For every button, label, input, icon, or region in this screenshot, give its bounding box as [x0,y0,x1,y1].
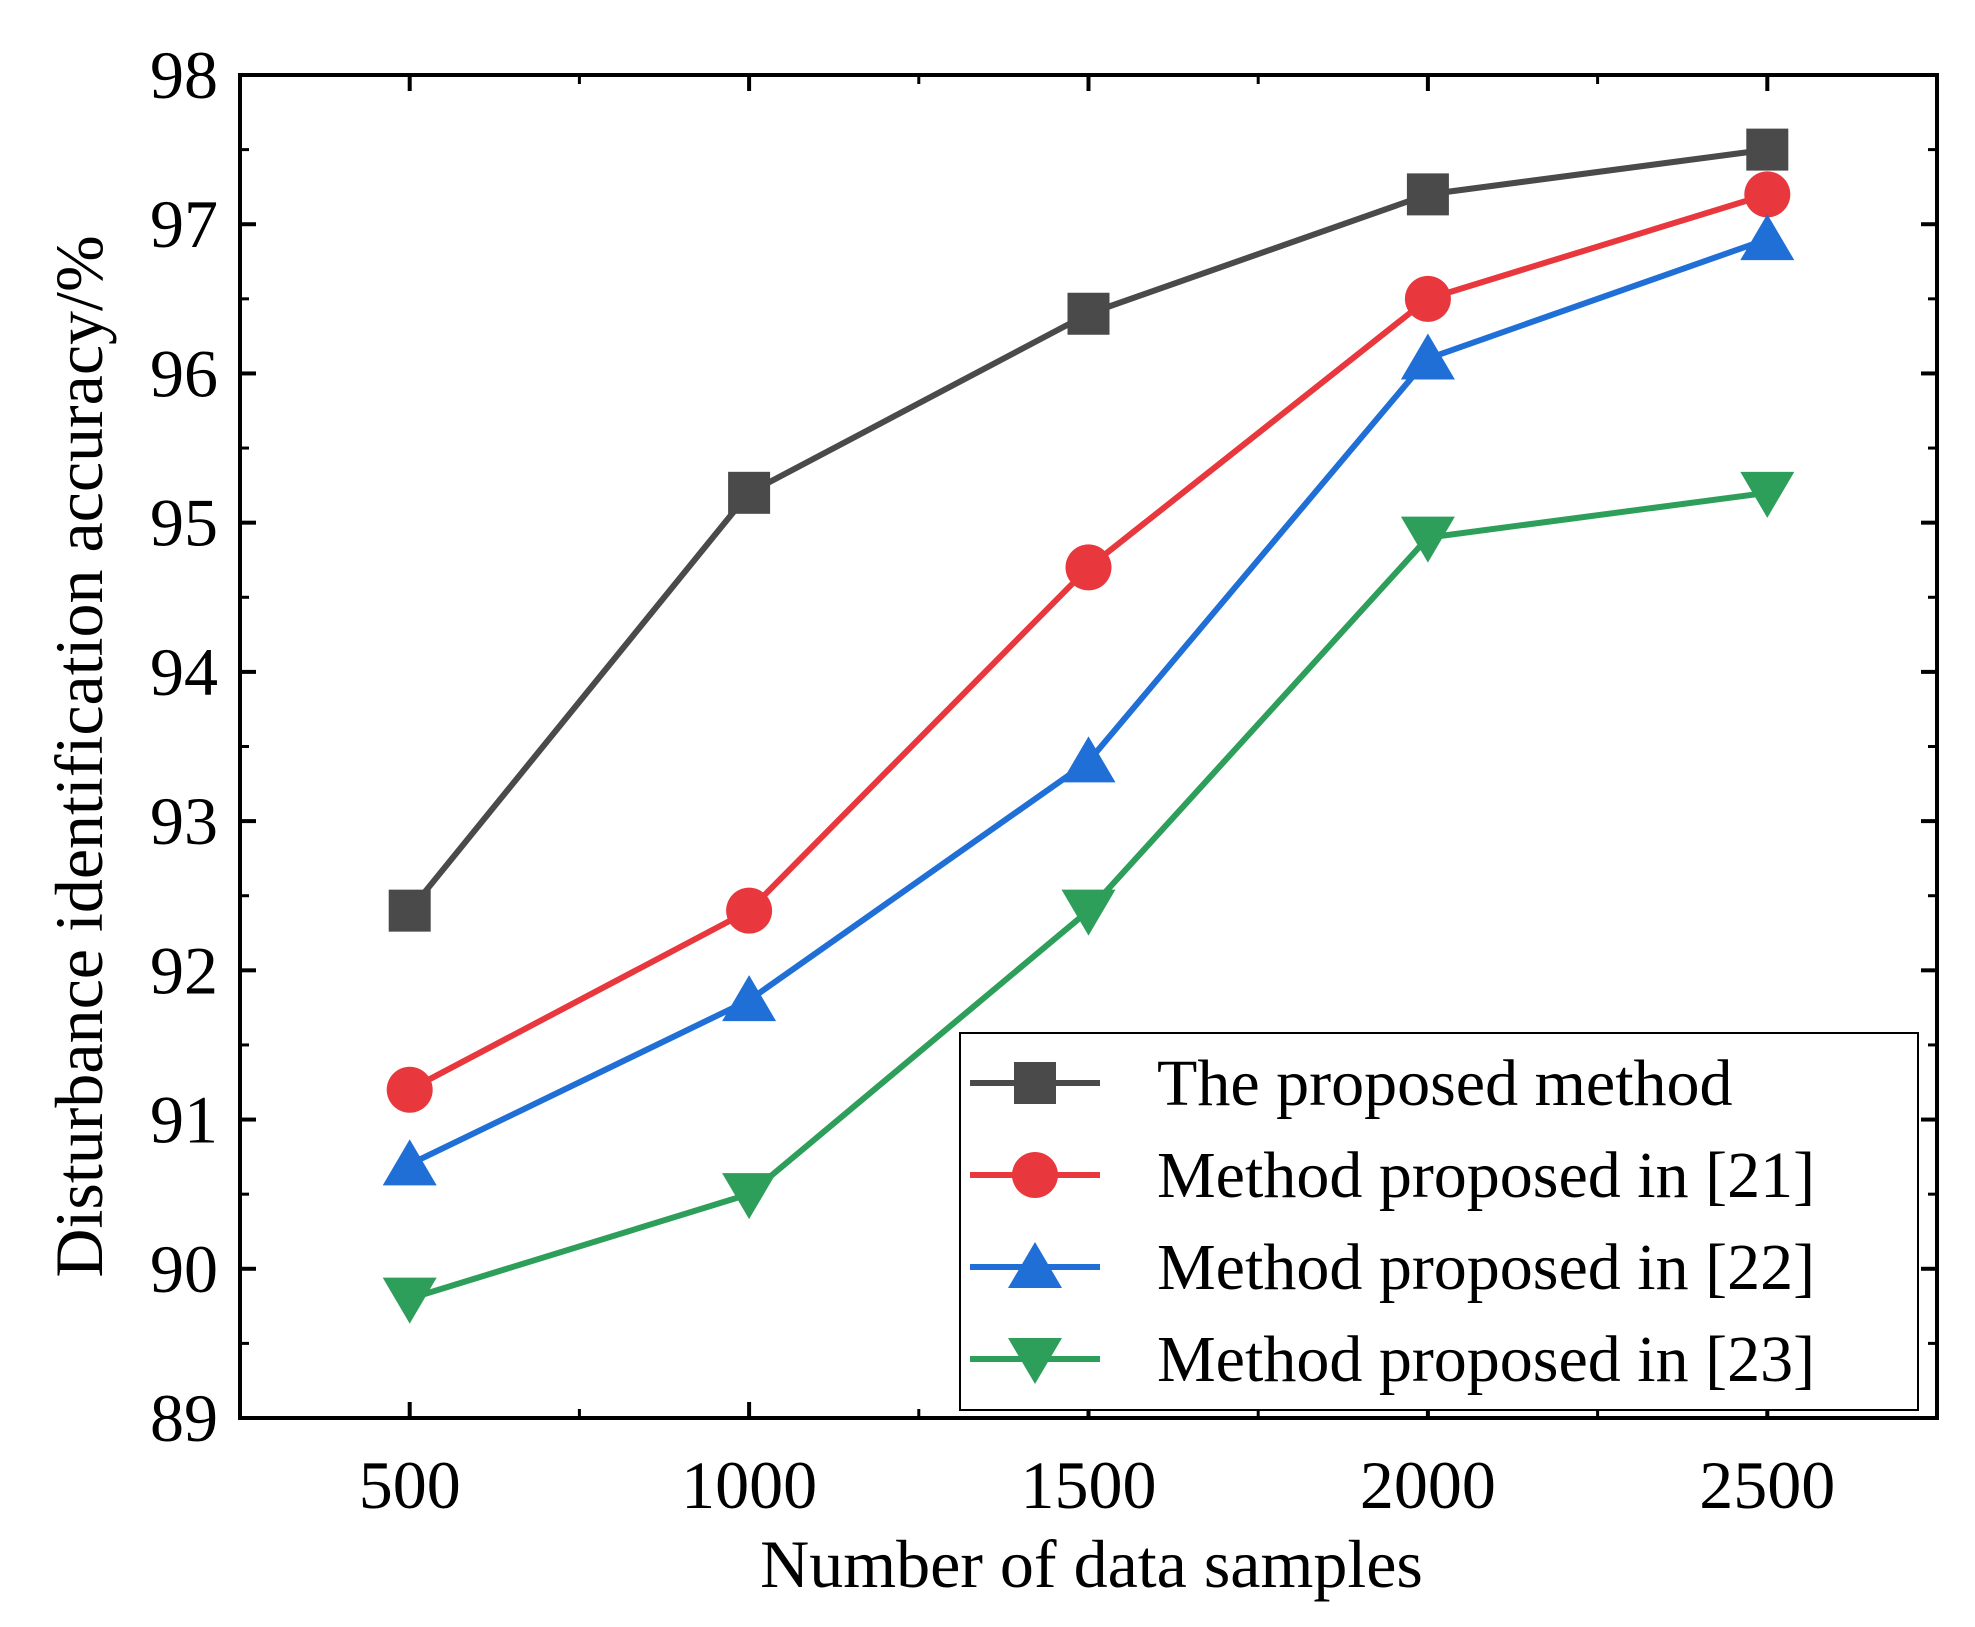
legend: The proposed method Method proposed in [2… [959,1032,1919,1411]
x-tick-label: 1500 [1021,1447,1157,1523]
y-tick-label: 97 [150,186,218,262]
legend-marker-3 [1008,1338,1062,1384]
data-point-s0-0 [388,889,431,932]
y-axis-title: Disturbance identification accuracy/% [41,235,117,1277]
plot-layer [382,128,1795,1324]
data-point-s0-1 [728,471,771,514]
data-point-s2-3 [1400,333,1455,380]
legend-box [959,1032,1919,1411]
legend-marker-0 [1014,1062,1056,1104]
y-tick-label: 94 [150,634,218,710]
data-point-s0-3 [1406,173,1449,216]
legend-label-1: Method proposed in [21] [1157,1139,1815,1212]
data-point-s2-0 [382,1139,437,1186]
y-tick-label: 91 [150,1082,218,1158]
data-point-s0-2 [1067,292,1110,335]
y-tick-label: 98 [150,37,218,113]
data-point-s3-3 [1400,516,1455,563]
data-point-s2-1 [722,975,777,1022]
series-line-0 [407,146,1768,913]
x-axis-title: Number of data samples [760,1526,1423,1602]
data-point-s1-3 [1404,275,1451,322]
data-point-s1-0 [386,1066,433,1113]
y-tick-label: 89 [150,1380,218,1456]
y-tick-label: 92 [150,932,218,1008]
data-point-s1-2 [1065,544,1112,591]
y-tick-label: 95 [150,485,218,561]
legend-label-0: The proposed method [1157,1047,1733,1120]
data-point-s3-4 [1740,471,1795,518]
x-tick-label: 2000 [1360,1447,1496,1523]
x-tick-label: 2500 [1699,1447,1835,1523]
legend-marker-1 [1012,1152,1058,1198]
x-tick-label: 500 [359,1447,461,1523]
y-tick-label: 90 [150,1231,218,1307]
data-point-s0-4 [1746,128,1789,171]
data-point-s3-1 [722,1173,777,1220]
data-point-s2-2 [1061,736,1116,783]
y-tick-label: 96 [150,335,218,411]
data-point-s1-4 [1744,171,1791,218]
data-point-s3-2 [1061,889,1116,936]
data-point-s2-4 [1740,214,1795,261]
data-point-s1-1 [726,887,773,934]
y-tick-label: 93 [150,783,218,859]
series-line-2 [408,236,1769,1168]
data-point-s3-0 [382,1277,437,1324]
legend-label-3: Method proposed in [23] [1157,1323,1815,1396]
legend-label-2: Method proposed in [22] [1157,1231,1815,1304]
x-tick-label: 1000 [681,1447,817,1523]
axes-layer: 89 90 91 92 93 94 95 96 97 98 500 1000 1500 2000 2500 N… [41,37,1939,1602]
legend-marker-2 [1008,1242,1062,1288]
